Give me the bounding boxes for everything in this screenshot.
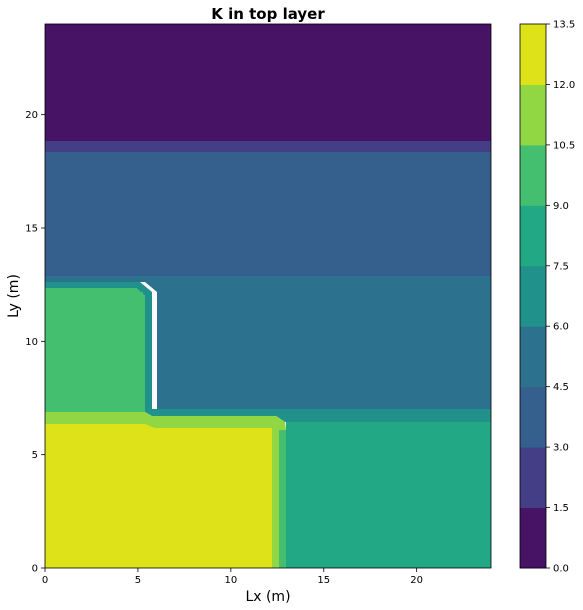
x-tick-label: 5 — [135, 575, 141, 586]
zone-middle-right — [45, 276, 491, 409]
zone-bottom-right — [286, 422, 491, 568]
y-tick-label: 20 — [25, 110, 38, 121]
colorbar: 0.0 1.5 3.0 4.5 6.0 7.5 9.0 10.5 12.0 13.5 — [519, 20, 575, 575]
y-tick-label: 10 — [25, 337, 38, 348]
colorbar-swatch — [520, 265, 546, 327]
colorbar-swatch — [520, 84, 546, 146]
colorbar-swatch — [520, 205, 546, 267]
contour-band-1 — [45, 141, 491, 152]
x-axis: 0 5 10 15 20 — [42, 568, 423, 586]
contour-band-4 — [45, 288, 145, 412]
zone-top — [45, 24, 491, 141]
y-axis: 0 5 10 15 20 — [25, 110, 45, 575]
contour-band-8 — [272, 430, 279, 568]
y-tick-label: 15 — [25, 224, 38, 235]
colorbar-swatch — [520, 447, 546, 509]
chart-title: K in top layer — [211, 5, 325, 23]
x-tick-label: 20 — [410, 575, 423, 586]
colorbar-frame — [519, 23, 547, 569]
plot-frame — [44, 23, 492, 569]
colorbar-swatch — [520, 24, 546, 85]
x-axis-label: Lx (m) — [245, 589, 290, 605]
colorbar-swatch — [520, 144, 546, 206]
colorbar-swatch — [520, 386, 546, 448]
contour-band-6 — [45, 412, 286, 430]
x-tick-label: 10 — [224, 575, 237, 586]
y-axis-label: Ly (m) — [6, 274, 22, 318]
colorbar-tick-label: 0.0 — [553, 564, 569, 575]
colorbar-swatch — [520, 326, 546, 388]
y-tick-label: 0 — [32, 564, 38, 575]
colorbar-tick-label: 7.5 — [553, 261, 569, 272]
x-tick-label: 0 — [42, 575, 48, 586]
contour-band-5 — [145, 409, 491, 422]
plot-area — [44, 23, 492, 569]
colorbar-tick-label: 13.5 — [553, 20, 575, 31]
contour-band-7 — [279, 430, 286, 568]
colorbar-swatch — [520, 507, 546, 569]
x-tick-label: 15 — [317, 575, 330, 586]
y-tick-label: 5 — [32, 450, 38, 461]
colorbar-tick-label: 1.5 — [553, 503, 569, 514]
colorbar-tick-label: 6.0 — [553, 322, 569, 333]
colorbar-tick-label: 9.0 — [553, 201, 569, 212]
colorbar-tick-label: 3.0 — [553, 443, 569, 454]
colorbar-tick-label: 12.0 — [553, 80, 575, 91]
colorbar-tick-label: 10.5 — [553, 140, 575, 151]
zone-upper-band — [45, 152, 491, 276]
zone-bottom-left — [45, 424, 272, 568]
colorbar-tick-label: 4.5 — [553, 382, 569, 393]
